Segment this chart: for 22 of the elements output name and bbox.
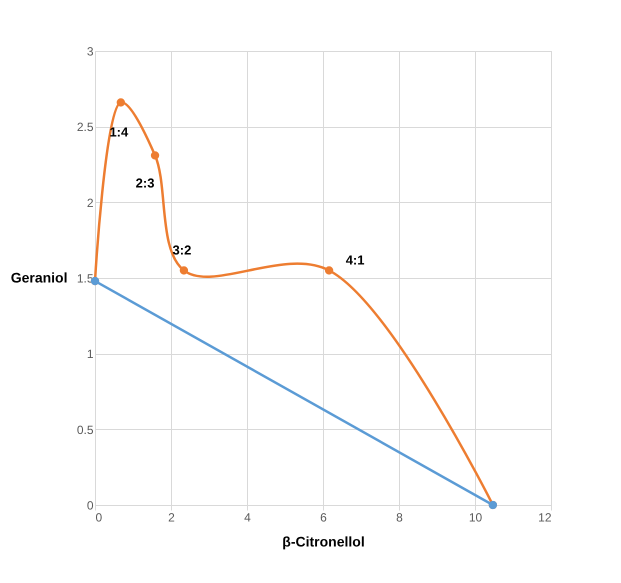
y-tick-label: 2 [86,196,94,210]
x-tick-label: 6 [320,510,328,524]
point [150,151,160,160]
y-tick-label: 0.5 [76,422,94,437]
y-tick-label: 1 [86,347,94,362]
y-axis-title: Geraniol [10,270,68,286]
annotation: 3:2 [172,242,192,258]
point [180,266,188,275]
y-tick-label: 2.5 [76,120,94,134]
annotation: 2:3 [136,175,154,190]
annotation: 4:1 [346,252,364,268]
x-tick-label: 0 [96,510,102,524]
y-tick-label: 0 [86,498,94,512]
x-tick-label: 10 [468,510,482,524]
point [116,98,126,107]
x-tick-label: 8 [396,510,404,524]
x-tick-label: 4 [244,510,252,524]
y-tick-label: 3 [86,44,94,58]
point [324,266,334,275]
x-axis-title: β-Citronellol [282,534,365,550]
x-tick-label: 12 [538,510,552,524]
x-tick-label: 2 [168,510,176,524]
